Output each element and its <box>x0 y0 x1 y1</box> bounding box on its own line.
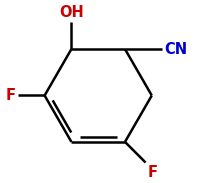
Text: CN: CN <box>164 42 187 57</box>
Text: F: F <box>6 88 16 103</box>
Text: OH: OH <box>59 5 84 20</box>
Text: F: F <box>148 165 158 180</box>
